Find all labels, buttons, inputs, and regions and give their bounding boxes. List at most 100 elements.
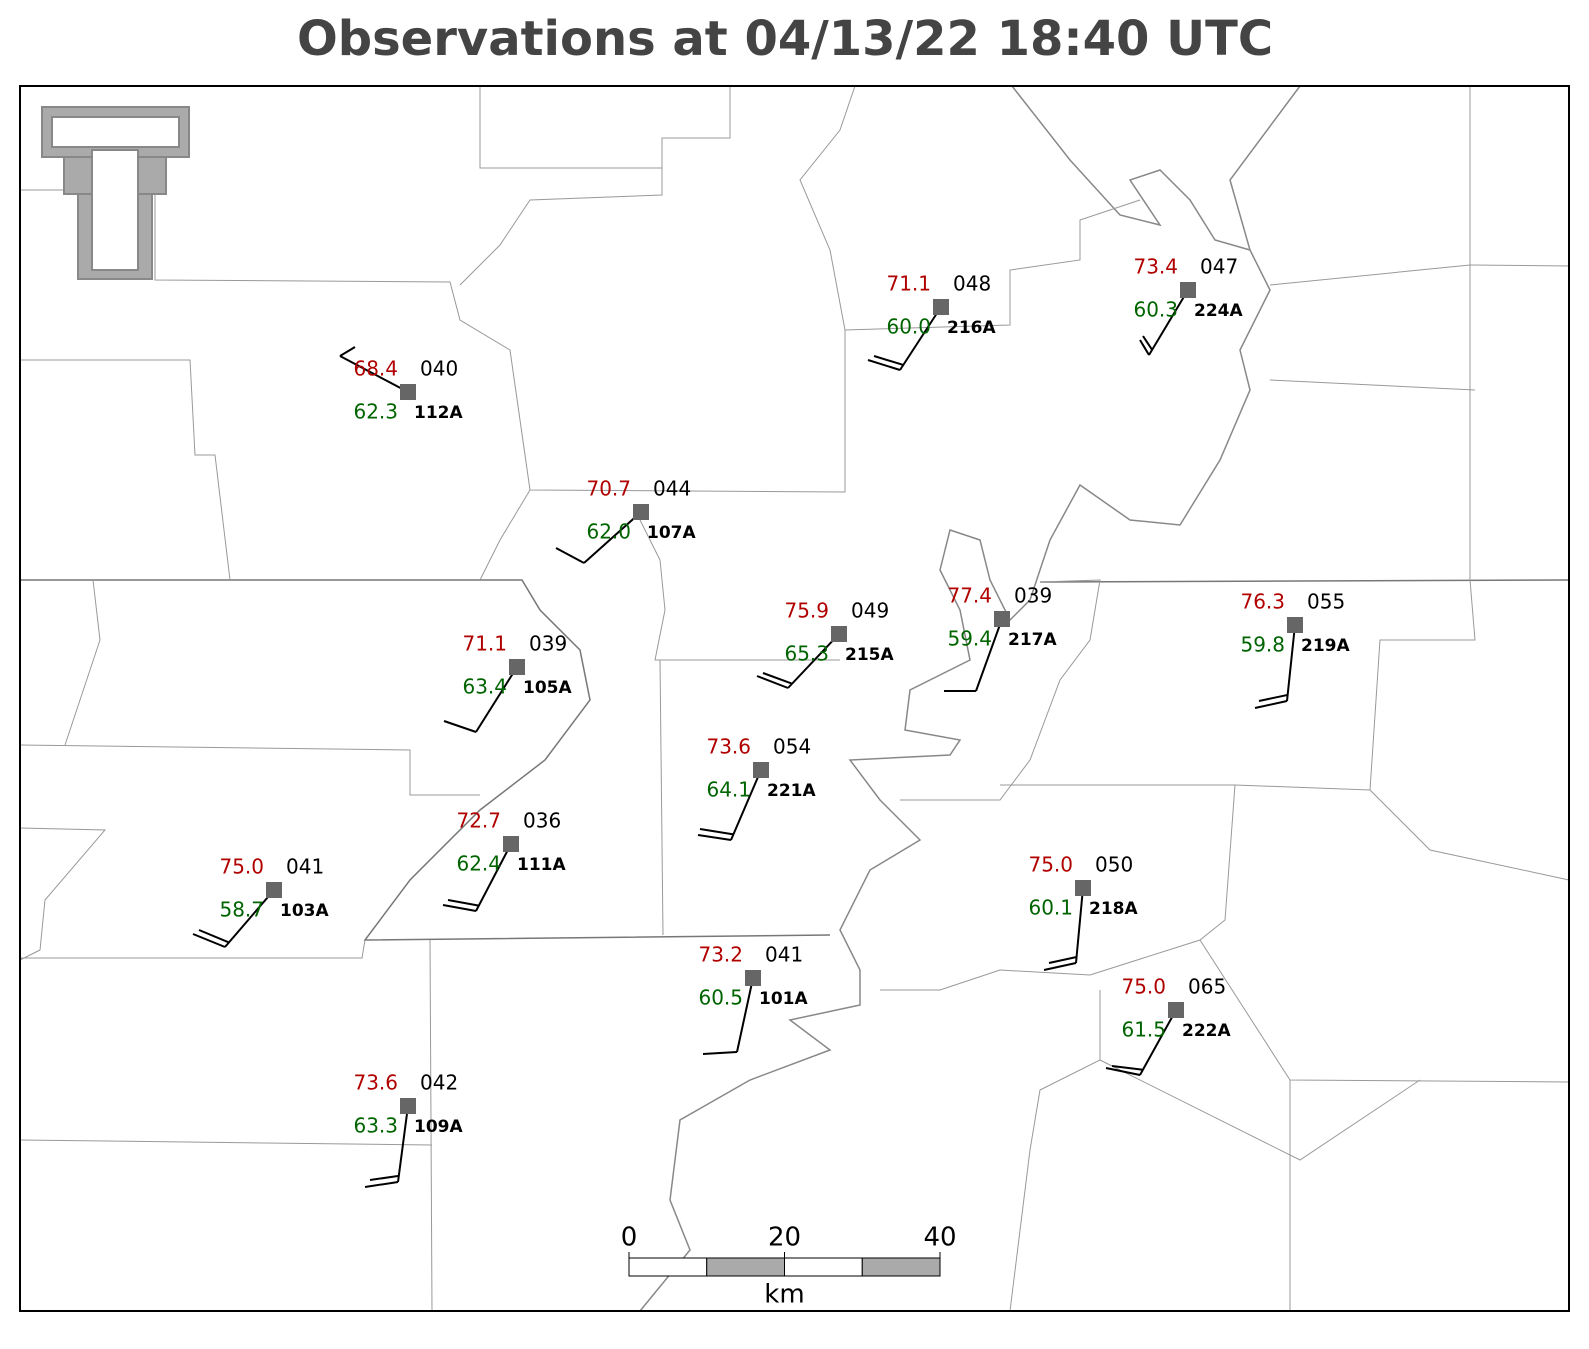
wind-barb (443, 720, 477, 733)
wind-barb (1105, 1067, 1141, 1076)
pressure: 042 (420, 1071, 458, 1095)
station-id: 109A (414, 1117, 463, 1137)
temperature: 73.6 (353, 1071, 398, 1095)
wind-barb (555, 547, 585, 564)
station-marker (400, 384, 416, 400)
station-marker (1075, 880, 1091, 896)
wind-staff (475, 666, 518, 733)
scale-segment (861, 1257, 941, 1277)
wind-staff (736, 977, 754, 1053)
wind-barb (699, 828, 734, 836)
dewpoint: 58.7 (219, 898, 264, 922)
wind-barb (447, 899, 479, 907)
temperature: 76.3 (1240, 590, 1285, 614)
station-marker (503, 836, 519, 852)
dewpoint: 62.4 (456, 852, 501, 876)
wind-barb (756, 675, 789, 689)
scale-unit: km (764, 1280, 804, 1310)
wind-barb (873, 355, 904, 366)
station-id: 103A (280, 901, 329, 921)
station-id: 219A (1301, 636, 1350, 656)
station-marker (633, 504, 649, 520)
wind-barb (1254, 700, 1288, 709)
wind-barb (442, 904, 477, 912)
dewpoint: 59.8 (1240, 633, 1285, 657)
temperature: 75.0 (1121, 975, 1166, 999)
station-marker (266, 882, 282, 898)
station-id: 107A (647, 523, 696, 543)
dewpoint: 60.0 (886, 315, 931, 339)
wind-barb (762, 672, 793, 685)
station-marker (1168, 1002, 1184, 1018)
dewpoint: 65.3 (784, 642, 829, 666)
dewpoint: 60.1 (1028, 896, 1073, 920)
pressure: 041 (286, 855, 324, 879)
pressure: 039 (529, 632, 567, 656)
temperature: 73.4 (1133, 255, 1178, 279)
scale-segment (628, 1257, 708, 1277)
boundaries (19, 85, 1570, 1312)
wind-staff (397, 1105, 409, 1183)
wind-barb (364, 1181, 399, 1188)
temperature: 73.2 (698, 943, 743, 967)
pressure: 065 (1188, 975, 1226, 999)
wind-barb (1043, 962, 1077, 971)
station-marker (994, 611, 1010, 627)
wind-staff (475, 843, 512, 912)
scale-label: 20 (768, 1223, 801, 1253)
dewpoint: 61.5 (1121, 1018, 1166, 1042)
station-marker (400, 1098, 416, 1114)
dewpoint: 60.3 (1133, 298, 1178, 322)
station-marker (933, 299, 949, 315)
wind-staff (583, 511, 642, 564)
station-id: 112A (414, 403, 463, 423)
station-marker (1180, 282, 1196, 298)
temperature: 68.4 (353, 357, 398, 381)
wind-staff (224, 889, 275, 948)
pressure: 036 (523, 809, 561, 833)
pressure: 039 (1014, 584, 1052, 608)
temperature: 71.1 (462, 632, 507, 656)
dewpoint: 59.4 (947, 627, 992, 651)
wind-barb (369, 1174, 399, 1181)
wind-staff (975, 618, 1003, 692)
dewpoint: 62.0 (586, 520, 631, 544)
pressure: 040 (420, 357, 458, 381)
pressure: 049 (851, 599, 889, 623)
scale-label: 40 (923, 1223, 956, 1253)
map-frame (19, 85, 1570, 1312)
temperature: 75.0 (1028, 853, 1073, 877)
wind-barb (702, 1051, 738, 1055)
scale-label: 0 (621, 1223, 638, 1253)
temperature: 75.9 (784, 599, 829, 623)
scale-segment (706, 1257, 785, 1277)
wind-staff (730, 769, 762, 841)
station-id: 101A (759, 989, 808, 1009)
dewpoint: 62.3 (353, 400, 398, 424)
station-id: 111A (517, 855, 566, 875)
temperature: 71.1 (886, 272, 931, 296)
station-marker (745, 970, 761, 986)
wind-staff (1148, 289, 1189, 356)
wind-staff (1139, 1009, 1177, 1076)
logo (41, 106, 190, 280)
station-id: 224A (1194, 301, 1243, 321)
dewpoint: 60.5 (698, 986, 743, 1010)
temperature: 70.7 (586, 477, 631, 501)
map-title: Observations at 04/13/22 18:40 UTC (297, 11, 1273, 67)
wind-staff (787, 633, 840, 689)
wind-staff (1286, 624, 1296, 702)
station-id: 216A (947, 318, 996, 338)
dewpoint: 63.3 (353, 1114, 398, 1138)
wind-barb (1048, 956, 1077, 964)
pressure: 050 (1095, 853, 1133, 877)
temperature: 77.4 (947, 584, 992, 608)
pressure: 047 (1200, 255, 1238, 279)
station-id: 215A (845, 645, 894, 665)
wind-barb (1139, 339, 1150, 356)
station-id: 105A (523, 678, 572, 698)
wind-barb (1142, 335, 1153, 351)
temperature: 72.7 (456, 809, 501, 833)
